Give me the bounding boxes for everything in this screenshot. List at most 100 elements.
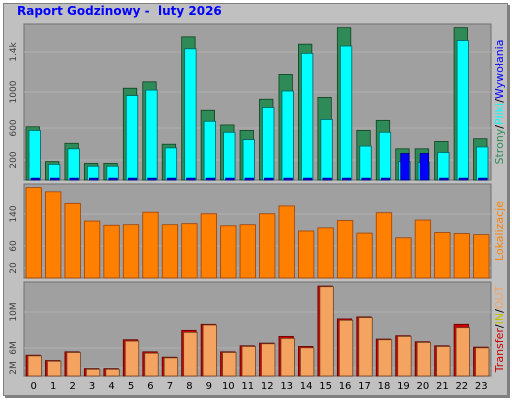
bar-out bbox=[261, 343, 276, 377]
bar-strony bbox=[361, 177, 371, 181]
x-tick-label: 21 bbox=[436, 381, 449, 392]
bar-out bbox=[280, 337, 295, 377]
bar-pliki bbox=[67, 148, 80, 181]
bar-out bbox=[183, 331, 198, 377]
bar-pliki bbox=[184, 48, 197, 181]
bar-strony bbox=[244, 177, 254, 181]
report-title: Raport Godzinowy - luty 2026 bbox=[17, 4, 222, 18]
y-tick-label: 1.4k bbox=[9, 41, 19, 61]
x-tick-label: 1 bbox=[50, 381, 56, 392]
x-tick-label: 4 bbox=[108, 381, 114, 392]
bar-lokalizacje bbox=[356, 232, 373, 279]
x-tick-label: 22 bbox=[455, 381, 468, 392]
x-tick-label: 13 bbox=[280, 381, 293, 392]
y-tick-label: 140 bbox=[9, 205, 19, 222]
bar-lokalizacje bbox=[45, 191, 62, 279]
x-tick-label: 5 bbox=[128, 381, 134, 392]
bar-pliki bbox=[437, 152, 450, 181]
bar-out bbox=[27, 355, 42, 377]
bar-strony bbox=[147, 177, 157, 181]
y-tick-label: 20 bbox=[9, 262, 19, 274]
bar-strony bbox=[341, 177, 352, 181]
legend-entry: Pliki bbox=[493, 103, 506, 125]
bar-pliki bbox=[281, 90, 294, 181]
legend-2: Lokalizacje bbox=[493, 201, 506, 261]
bar-pliki bbox=[262, 107, 275, 181]
bar-lokalizacje bbox=[434, 232, 451, 279]
legend-1: Strony/Pliki/Wywołania bbox=[493, 40, 506, 165]
legend-entry: Lokalizacje bbox=[493, 201, 506, 261]
x-tick-label: 16 bbox=[339, 381, 352, 392]
bar-out bbox=[163, 357, 179, 377]
bar-strony bbox=[458, 177, 468, 181]
x-tick-label: 20 bbox=[417, 381, 430, 392]
x-tick-label: 18 bbox=[378, 381, 391, 392]
legend-entry: Strony bbox=[493, 128, 506, 164]
bar-strony bbox=[166, 177, 177, 181]
bar-out bbox=[358, 317, 373, 377]
bar-lokalizacje bbox=[414, 219, 432, 279]
bar-pliki bbox=[242, 139, 255, 181]
bar-pliki bbox=[301, 52, 314, 181]
bar-lokalizacje bbox=[142, 211, 159, 279]
bar-out bbox=[241, 346, 256, 377]
bar-lokalizacje bbox=[83, 220, 101, 279]
bar-lokalizacje bbox=[336, 220, 354, 279]
bar-out bbox=[397, 335, 412, 377]
bar-pliki bbox=[378, 131, 392, 181]
bar-lokalizacje bbox=[103, 224, 120, 279]
x-tick-label: 0 bbox=[31, 381, 37, 392]
x-tick-label: 14 bbox=[300, 381, 313, 392]
bar-pliki bbox=[203, 120, 216, 181]
x-tick-label: 10 bbox=[222, 381, 235, 392]
y-tick-label: 1000 bbox=[9, 80, 19, 103]
bar-out bbox=[475, 347, 490, 377]
x-tick-label: 7 bbox=[167, 381, 173, 392]
bar-pliki bbox=[223, 131, 236, 181]
bar-out bbox=[416, 342, 432, 377]
bar-lokalizacje bbox=[181, 223, 198, 279]
x-tick-label: 19 bbox=[397, 381, 410, 392]
bar-strony bbox=[205, 177, 215, 181]
bar-out bbox=[222, 352, 237, 377]
bar-out bbox=[319, 286, 334, 377]
bar-out bbox=[377, 339, 393, 377]
bar-strony bbox=[30, 177, 40, 181]
bar-lokalizacje bbox=[200, 213, 217, 279]
legend-entry: / bbox=[493, 309, 506, 313]
legend-3: Transfer/IN/OUT bbox=[493, 285, 506, 373]
bar-pliki bbox=[476, 146, 489, 181]
x-tick-label: 9 bbox=[206, 381, 212, 392]
bar-pliki bbox=[359, 145, 372, 181]
y-tick-label: 200 bbox=[9, 151, 19, 168]
x-tick-label: 17 bbox=[358, 381, 371, 392]
bar-strony bbox=[400, 152, 410, 181]
bar-strony bbox=[127, 177, 138, 181]
bar-strony bbox=[478, 177, 488, 181]
bar-strony bbox=[264, 177, 274, 181]
x-tick-label: 23 bbox=[475, 381, 488, 392]
bar-pliki bbox=[164, 147, 178, 181]
y-tick-label: 2M bbox=[9, 361, 19, 375]
bar-lokalizacje bbox=[453, 233, 470, 279]
bar-strony bbox=[419, 152, 430, 181]
x-tick-label: 2 bbox=[69, 381, 75, 392]
bar-lokalizacje bbox=[259, 213, 276, 279]
bar-out bbox=[144, 352, 159, 377]
bar-strony bbox=[186, 177, 196, 181]
bar-out bbox=[47, 360, 62, 377]
bar-pliki bbox=[28, 130, 41, 181]
bar-lokalizacje bbox=[122, 224, 140, 279]
bar-strony bbox=[88, 177, 99, 181]
bar-out bbox=[85, 368, 101, 377]
bar-lokalizacje bbox=[298, 230, 315, 279]
x-tick-label: 8 bbox=[186, 381, 192, 392]
bar-lokalizacje bbox=[25, 187, 42, 279]
bar-strony bbox=[108, 177, 118, 181]
y-tick-label: 60 bbox=[9, 240, 19, 252]
bar-lokalizacje bbox=[220, 225, 237, 279]
x-tick-label: 15 bbox=[319, 381, 332, 392]
legend-entry: / bbox=[493, 125, 506, 129]
x-tick-label: 6 bbox=[147, 381, 153, 392]
